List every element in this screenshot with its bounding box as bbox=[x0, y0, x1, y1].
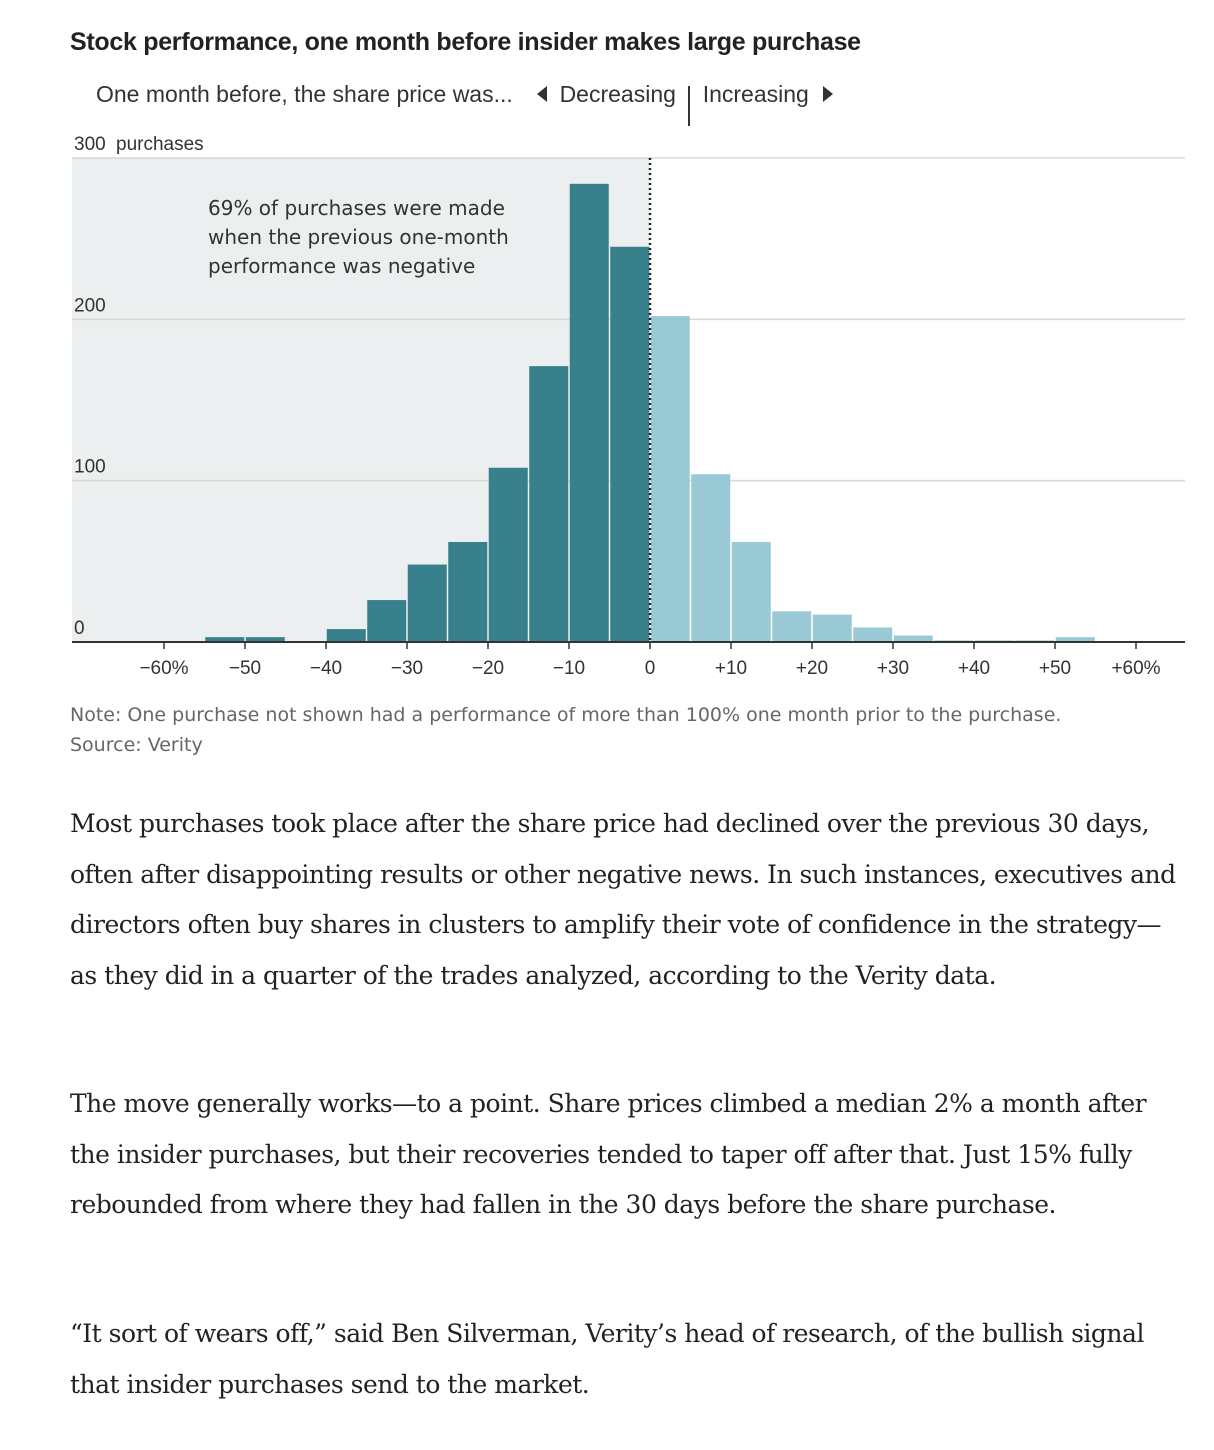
histogram-bar bbox=[245, 637, 285, 642]
chart-source: Source: Verity bbox=[70, 734, 203, 756]
histogram-bar bbox=[772, 611, 812, 642]
x-tick-label: −50 bbox=[229, 658, 261, 679]
x-tick-label: −30 bbox=[391, 658, 423, 679]
chart-annotation-line: performance was negative bbox=[208, 254, 475, 278]
histogram-bar bbox=[1055, 637, 1095, 642]
histogram-bar bbox=[610, 246, 650, 642]
y-tick-label: 200 bbox=[74, 295, 106, 316]
article-paragraph: The move generally works—to a point. Sha… bbox=[70, 1089, 1147, 1219]
decreasing-label: Decreasing bbox=[559, 80, 676, 107]
histogram-chart: 0 100 200 300 purchases −60% −50 −40 −30 −20 −10 0 +… bbox=[72, 134, 1185, 679]
subtitle-prefix: One month before, the share price was... bbox=[96, 80, 513, 107]
x-tick-label: −10 bbox=[553, 658, 585, 679]
chart-annotation-line: when the previous one-month bbox=[208, 225, 509, 249]
histogram-bar bbox=[569, 183, 609, 642]
histogram-bar bbox=[488, 467, 528, 642]
article-paragraph: Most purchases took place after the shar… bbox=[70, 809, 1176, 990]
chart-title: Stock performance, one month before insi… bbox=[70, 28, 861, 56]
x-tick-label: +10 bbox=[715, 658, 747, 679]
histogram-bar bbox=[812, 614, 852, 642]
histogram-bar bbox=[326, 629, 366, 642]
y-tick-label: 0 bbox=[74, 618, 85, 639]
article-paragraph: “It sort of wears off,” said Ben Silverm… bbox=[70, 1319, 1144, 1399]
histogram-bar bbox=[407, 564, 447, 642]
histogram-bar bbox=[367, 600, 407, 642]
y-tick-label: 300 bbox=[74, 134, 106, 155]
x-tick-label: −60% bbox=[139, 658, 188, 679]
y-tick-label: 100 bbox=[74, 457, 106, 478]
chart-note: Note: One purchase not shown had a perfo… bbox=[70, 704, 1062, 726]
increasing-label: Increasing bbox=[702, 80, 809, 107]
histogram-bar bbox=[853, 627, 893, 642]
chart-annotation-line: 69% of purchases were made bbox=[208, 196, 505, 220]
chart-subtitle: One month before, the share price was...… bbox=[96, 74, 834, 126]
histogram-bar bbox=[650, 316, 690, 642]
histogram-bar bbox=[893, 635, 933, 642]
y-axis-label: purchases bbox=[116, 134, 204, 155]
histogram-bar bbox=[691, 474, 731, 642]
arrow-left-icon bbox=[537, 86, 548, 102]
x-tick-label: +60% bbox=[1111, 658, 1160, 679]
direction-divider bbox=[688, 86, 691, 126]
x-tick-label: +20 bbox=[796, 658, 828, 679]
histogram-bar bbox=[529, 366, 569, 642]
x-tick-label: +40 bbox=[958, 658, 990, 679]
histogram-bar bbox=[448, 541, 488, 642]
x-tick-label: 0 bbox=[645, 658, 656, 679]
histogram-bar bbox=[731, 541, 771, 642]
x-tick-label: −40 bbox=[310, 658, 342, 679]
arrow-right-icon bbox=[823, 86, 834, 102]
x-tick-label: +30 bbox=[877, 658, 909, 679]
x-tick-label: −20 bbox=[472, 658, 504, 679]
chart-footnotes: Note: One purchase not shown had a perfo… bbox=[70, 700, 1061, 760]
histogram-bar bbox=[205, 637, 245, 642]
x-tick-label: +50 bbox=[1039, 658, 1071, 679]
